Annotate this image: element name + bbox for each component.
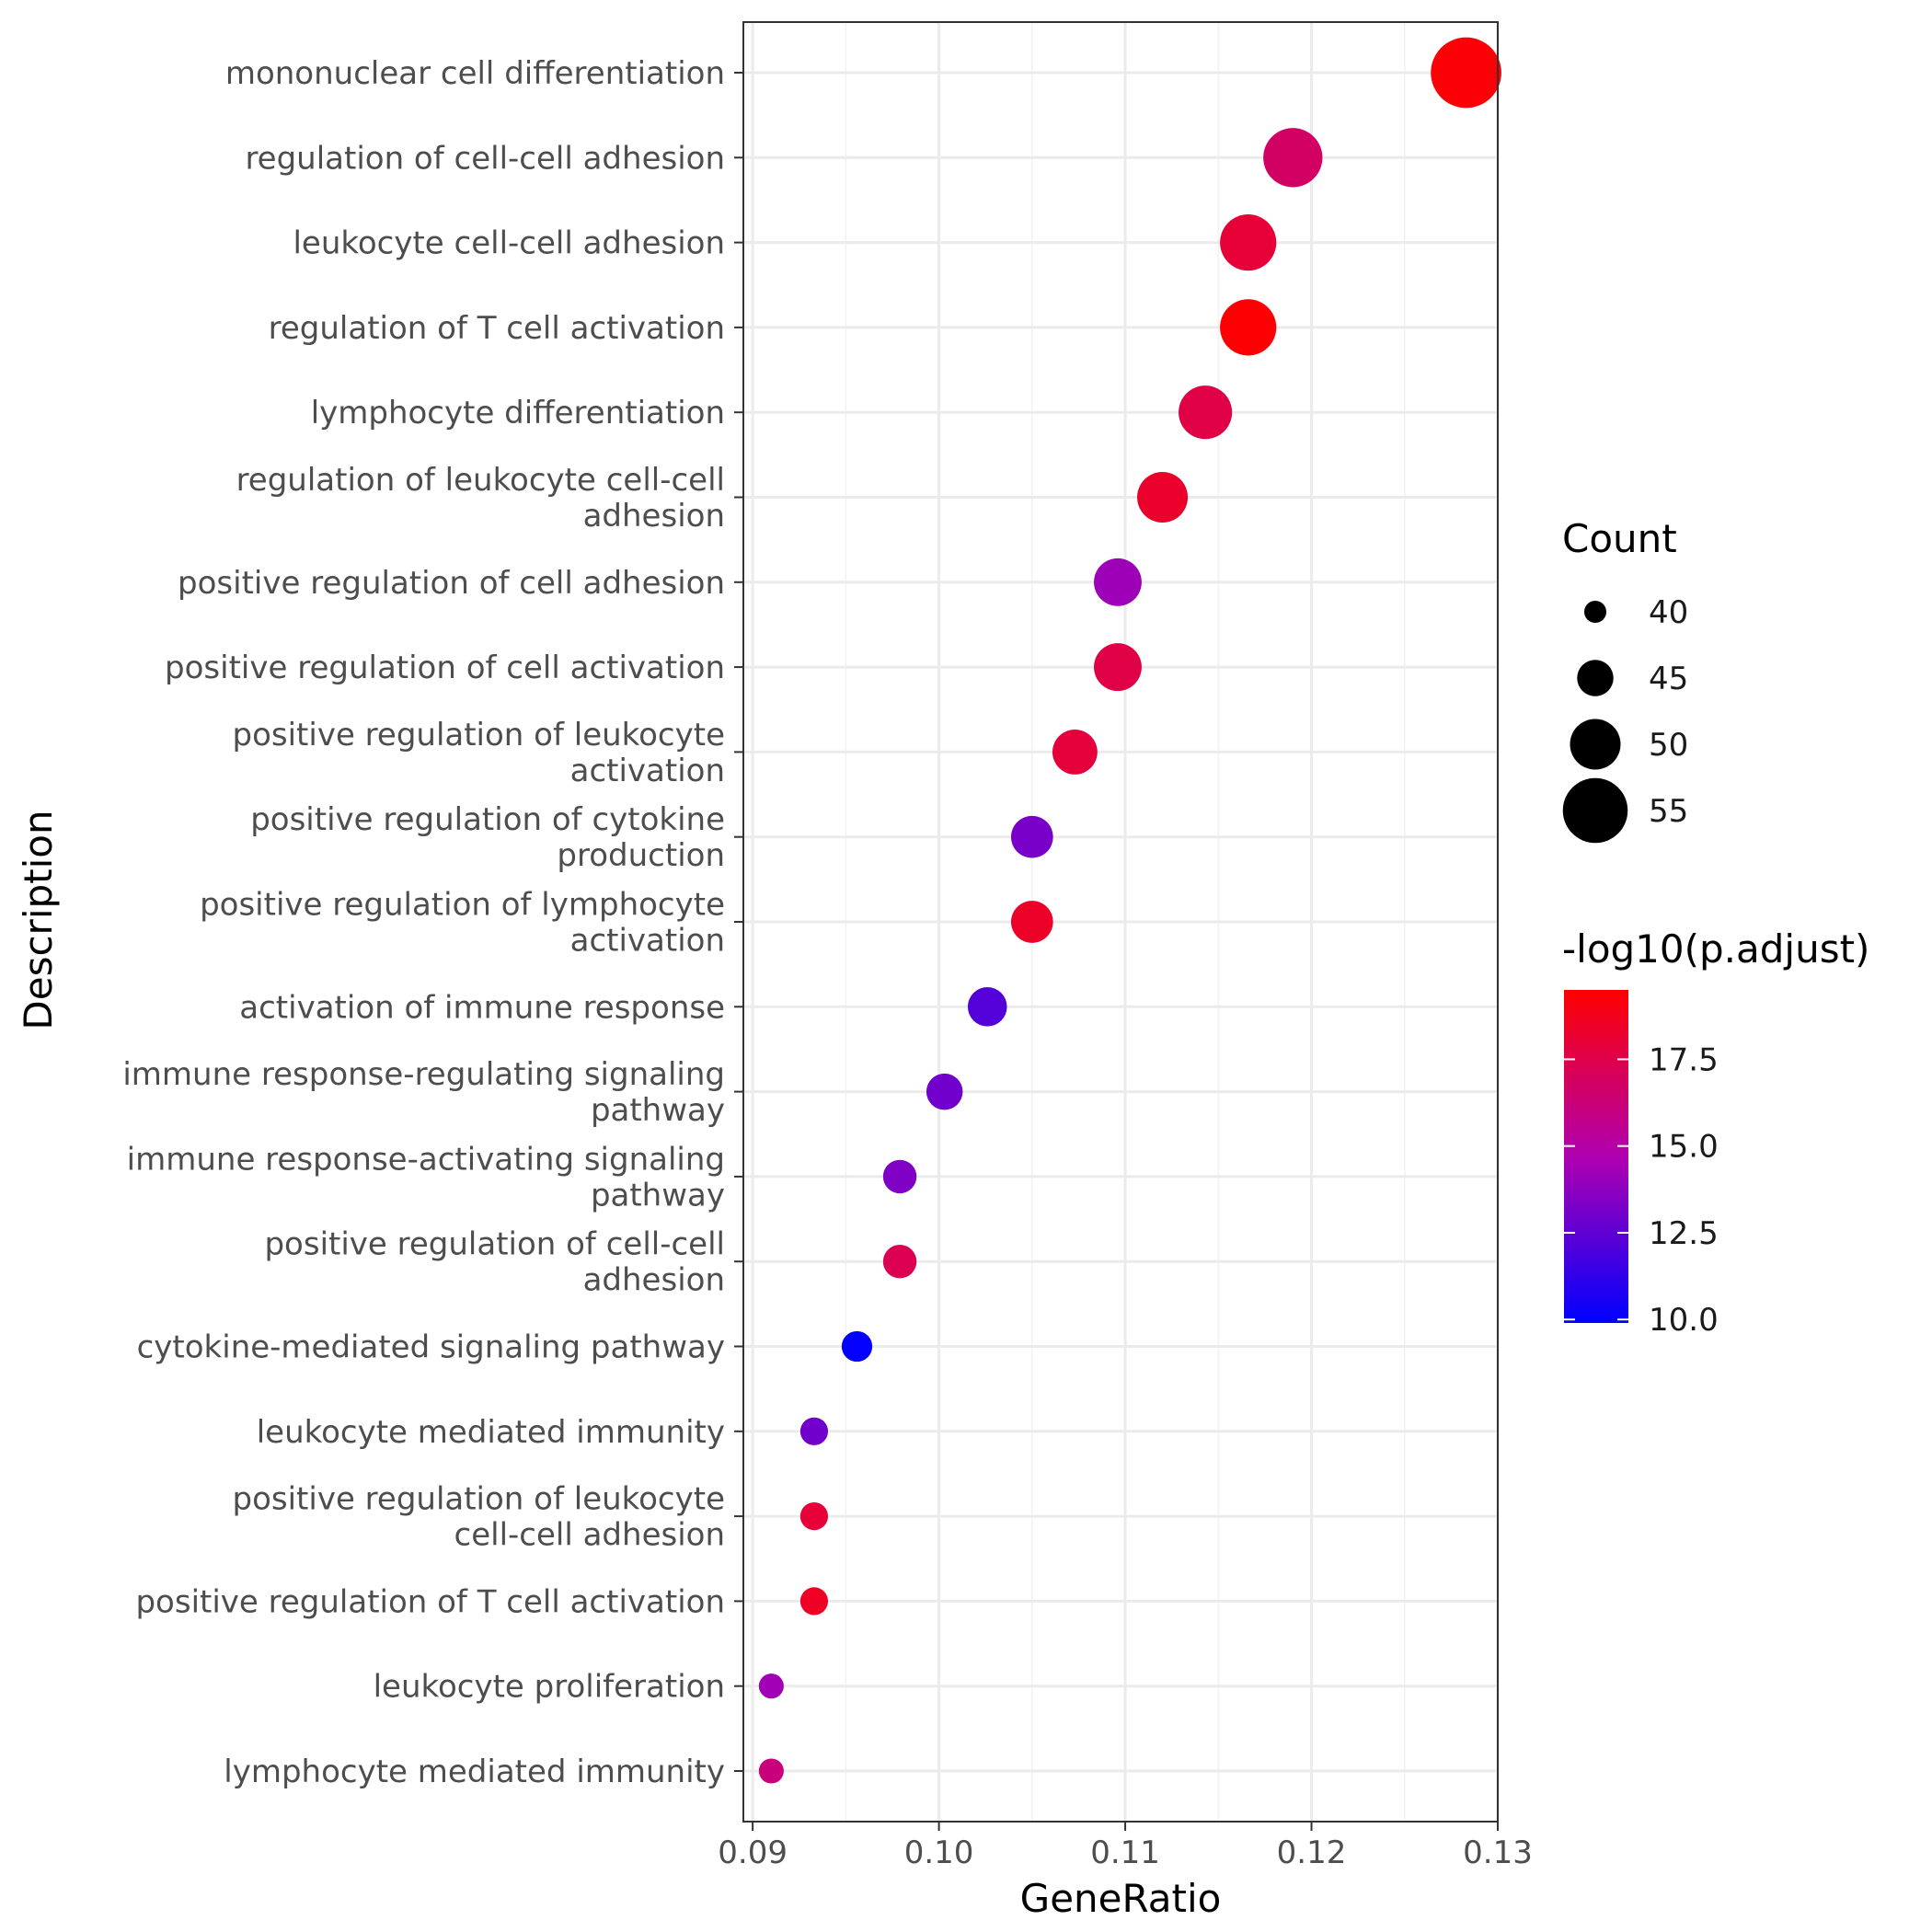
size-legend-label: 45 [1649, 661, 1688, 697]
y-tick-label: regulation of T cell activation [269, 310, 725, 347]
y-tick-label: positive regulation of leukocyte activati… [233, 717, 726, 789]
data-point [1010, 815, 1053, 858]
x-tick-label: 0.09 [718, 1834, 788, 1871]
data-point [799, 1417, 829, 1445]
data-point [799, 1502, 829, 1531]
y-tick-label: leukocyte cell-cell adhesion [293, 225, 725, 262]
colorbar-label: 15.0 [1649, 1129, 1719, 1166]
colorbar-label: 10.0 [1649, 1302, 1719, 1339]
color-legend: -log10(p.adjust) 10.0 12.5 15.0 17.5 [1562, 926, 1869, 1339]
y-tick-label: cytokine-mediated signaling pathway [137, 1329, 725, 1366]
size-legend-title: Count [1562, 516, 1677, 561]
y-tick-label: positive regulation of cell-cell adhesion [264, 1226, 725, 1299]
y-tick-label: positive regulation of cell activation [165, 650, 725, 686]
data-point [1179, 385, 1233, 440]
size-legend-key [1570, 719, 1621, 770]
data-point [799, 1587, 829, 1616]
y-tick-label: positive regulation of leukocyte cell-cel… [233, 1481, 726, 1554]
data-point [1137, 472, 1189, 523]
size-legend-key [1562, 777, 1628, 844]
size-legend-label: 50 [1649, 727, 1688, 764]
data-point [1094, 643, 1142, 692]
x-tick-label: 0.11 [1090, 1834, 1160, 1871]
x-tick-label: 0.10 [904, 1834, 974, 1871]
colorbar-label: 17.5 [1649, 1041, 1719, 1078]
y-tick-label: activation of immune response [239, 989, 725, 1026]
y-tick-label: regulation of cell-cell adhesion [245, 140, 725, 177]
y-tick-label: mononuclear cell differentiation [225, 55, 725, 92]
x-tick-label: 0.12 [1277, 1834, 1347, 1871]
color-legend-title: -log10(p.adjust) [1562, 926, 1869, 972]
data-point [758, 1673, 784, 1699]
y-tick-label: lymphocyte differentiation [311, 395, 725, 431]
colorbar-label: 12.5 [1649, 1215, 1719, 1252]
data-point [841, 1330, 873, 1363]
y-tick-label: regulation of leukocyte cell-cell adhesio… [236, 462, 725, 535]
data-point [1052, 730, 1098, 775]
data-point [882, 1159, 917, 1194]
y-tick-label: leukocyte proliferation [374, 1669, 725, 1706]
size-legend-label: 55 [1649, 793, 1688, 830]
data-point [1220, 214, 1277, 271]
data-points [758, 37, 1501, 1784]
data-point [1263, 128, 1323, 188]
y-axis: mononuclear cell differentiation regulati… [122, 55, 743, 1790]
data-point [1094, 558, 1142, 606]
data-point [1010, 901, 1053, 943]
y-axis-title: Description [16, 810, 61, 1029]
data-point [967, 987, 1007, 1027]
size-legend-label: 40 [1649, 594, 1688, 631]
data-point [926, 1073, 963, 1110]
y-tick-label: leukocyte mediated immunity [257, 1414, 725, 1451]
size-legend-key [1577, 660, 1614, 696]
size-legend: Count 40 45 50 55 [1562, 516, 1688, 844]
colorbar [1564, 990, 1628, 1323]
x-axis: 0.09 0.10 0.11 0.12 0.13 [718, 1822, 1533, 1871]
data-point [1220, 299, 1277, 356]
y-tick-label: positive regulation of T cell activation [135, 1583, 725, 1620]
y-tick-label: positive regulation of lymphocyte activat… [200, 887, 725, 960]
data-point [882, 1245, 917, 1279]
x-tick-label: 0.13 [1463, 1834, 1533, 1871]
y-tick-label: lymphocyte mediated immunity [224, 1754, 725, 1790]
x-axis-title: GeneRatio [1020, 1876, 1222, 1921]
size-legend-key [1584, 601, 1606, 623]
y-tick-label: positive regulation of cytokine productio… [250, 801, 725, 874]
y-tick-label: immune response-regulating signaling path… [122, 1056, 725, 1129]
y-tick-label: positive regulation of cell adhesion [178, 565, 725, 602]
y-tick-label: immune response-activating signaling path… [127, 1141, 725, 1213]
data-point [758, 1758, 784, 1784]
data-point [1431, 37, 1501, 109]
